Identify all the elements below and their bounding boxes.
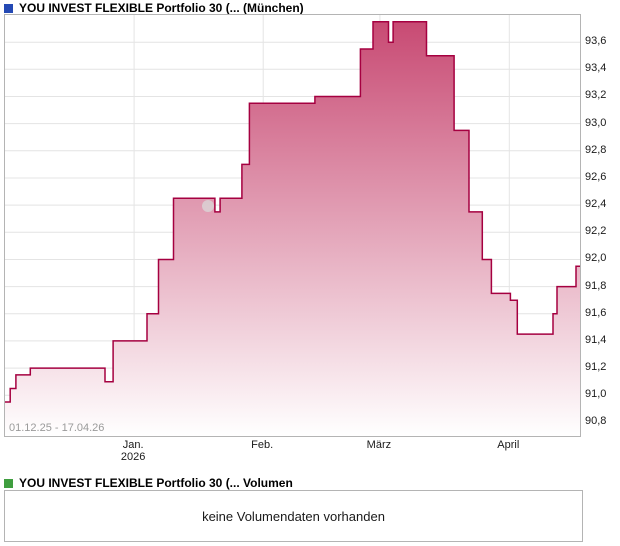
volume-empty-message: keine Volumendaten vorhanden: [202, 508, 385, 524]
x-axis-label: April: [497, 439, 519, 451]
volume-legend: YOU INVEST FLEXIBLE Portfolio 30 (... Vo…: [4, 476, 293, 490]
price-chart-area: 01.12.25 - 17.04.26: [4, 14, 581, 437]
watermark-dot: [202, 200, 214, 212]
y-axis-label: 93,2: [585, 89, 607, 102]
y-axis-label: 92,2: [585, 225, 607, 238]
y-axis-label: 91,8: [585, 279, 607, 292]
x-axis-label-month: April: [497, 439, 520, 451]
price-legend: YOU INVEST FLEXIBLE Portfolio 30 (... (M…: [4, 1, 304, 15]
y-axis-label: 91,2: [585, 361, 607, 374]
y-axis-label: 92,0: [585, 252, 607, 265]
y-axis-label: 92,4: [585, 198, 607, 211]
x-axis-label-month: Feb.: [251, 439, 274, 451]
x-axis-label-month: Jan.: [122, 439, 144, 451]
y-axis-label: 91,6: [585, 306, 607, 319]
y-axis: 90,8 91,0 91,2 91,4 91,6 91,8 92,0 92,2 92,4 92,6…: [585, 0, 619, 440]
y-axis-label: 91,0: [585, 388, 607, 401]
date-range-label: 01.12.25 - 17.04.26: [9, 422, 105, 434]
price-chart-svg: [5, 15, 580, 436]
volume-series-marker: [4, 478, 13, 488]
volume-legend-label: YOU INVEST FLEXIBLE Portfolio 30 (... Vo…: [19, 476, 293, 490]
x-axis-label: Jan. 2026: [121, 439, 145, 463]
price-line: [5, 21, 580, 403]
y-axis-label: 91,4: [585, 333, 607, 346]
x-axis: Jan. 2026 Feb. März April: [4, 439, 581, 463]
x-axis-label-year: 2026: [120, 451, 146, 463]
y-axis-label: 93,6: [585, 35, 607, 48]
x-axis-label-month: März: [366, 439, 392, 451]
x-axis-label: März: [367, 439, 391, 451]
price-legend-label: YOU INVEST FLEXIBLE Portfolio 30 (... (M…: [19, 1, 304, 15]
price-series-marker: [4, 3, 13, 13]
y-axis-label: 93,4: [585, 62, 607, 75]
y-axis-label: 92,6: [585, 170, 607, 183]
y-axis-label: 92,8: [585, 143, 607, 156]
volume-panel: keine Volumendaten vorhanden: [4, 490, 583, 542]
x-axis-label: Feb.: [251, 439, 273, 451]
y-axis-label: 93,0: [585, 116, 607, 129]
y-axis-label: 90,8: [585, 415, 607, 428]
price-area-fill: [5, 21, 580, 436]
